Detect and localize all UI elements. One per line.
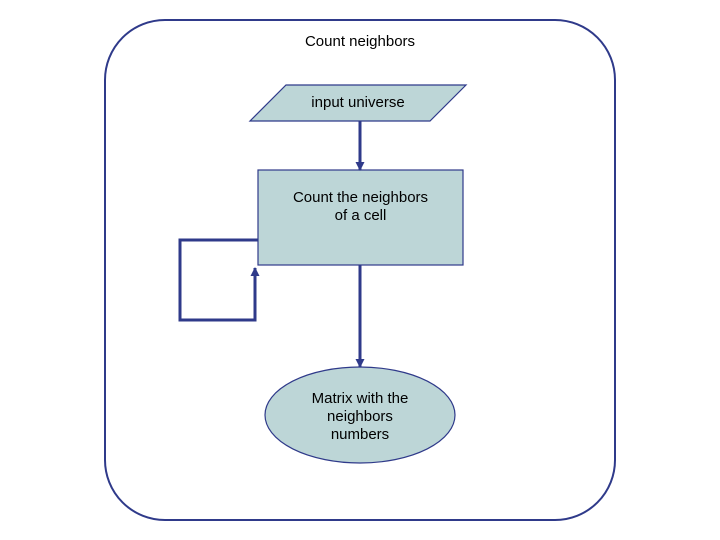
node-process-label-2: of a cell [335, 207, 387, 224]
node-output-label-3: numbers [331, 426, 389, 443]
diagram-title: Count neighbors [305, 33, 415, 50]
node-input-label: input universe [311, 94, 404, 111]
node-output-label-2: neighbors [327, 408, 393, 425]
node-process-label-1: Count the neighbors [293, 189, 428, 206]
flowchart-canvas: Count neighbors input universe Count the… [0, 0, 720, 540]
node-output-label-1: Matrix with the [312, 390, 409, 407]
